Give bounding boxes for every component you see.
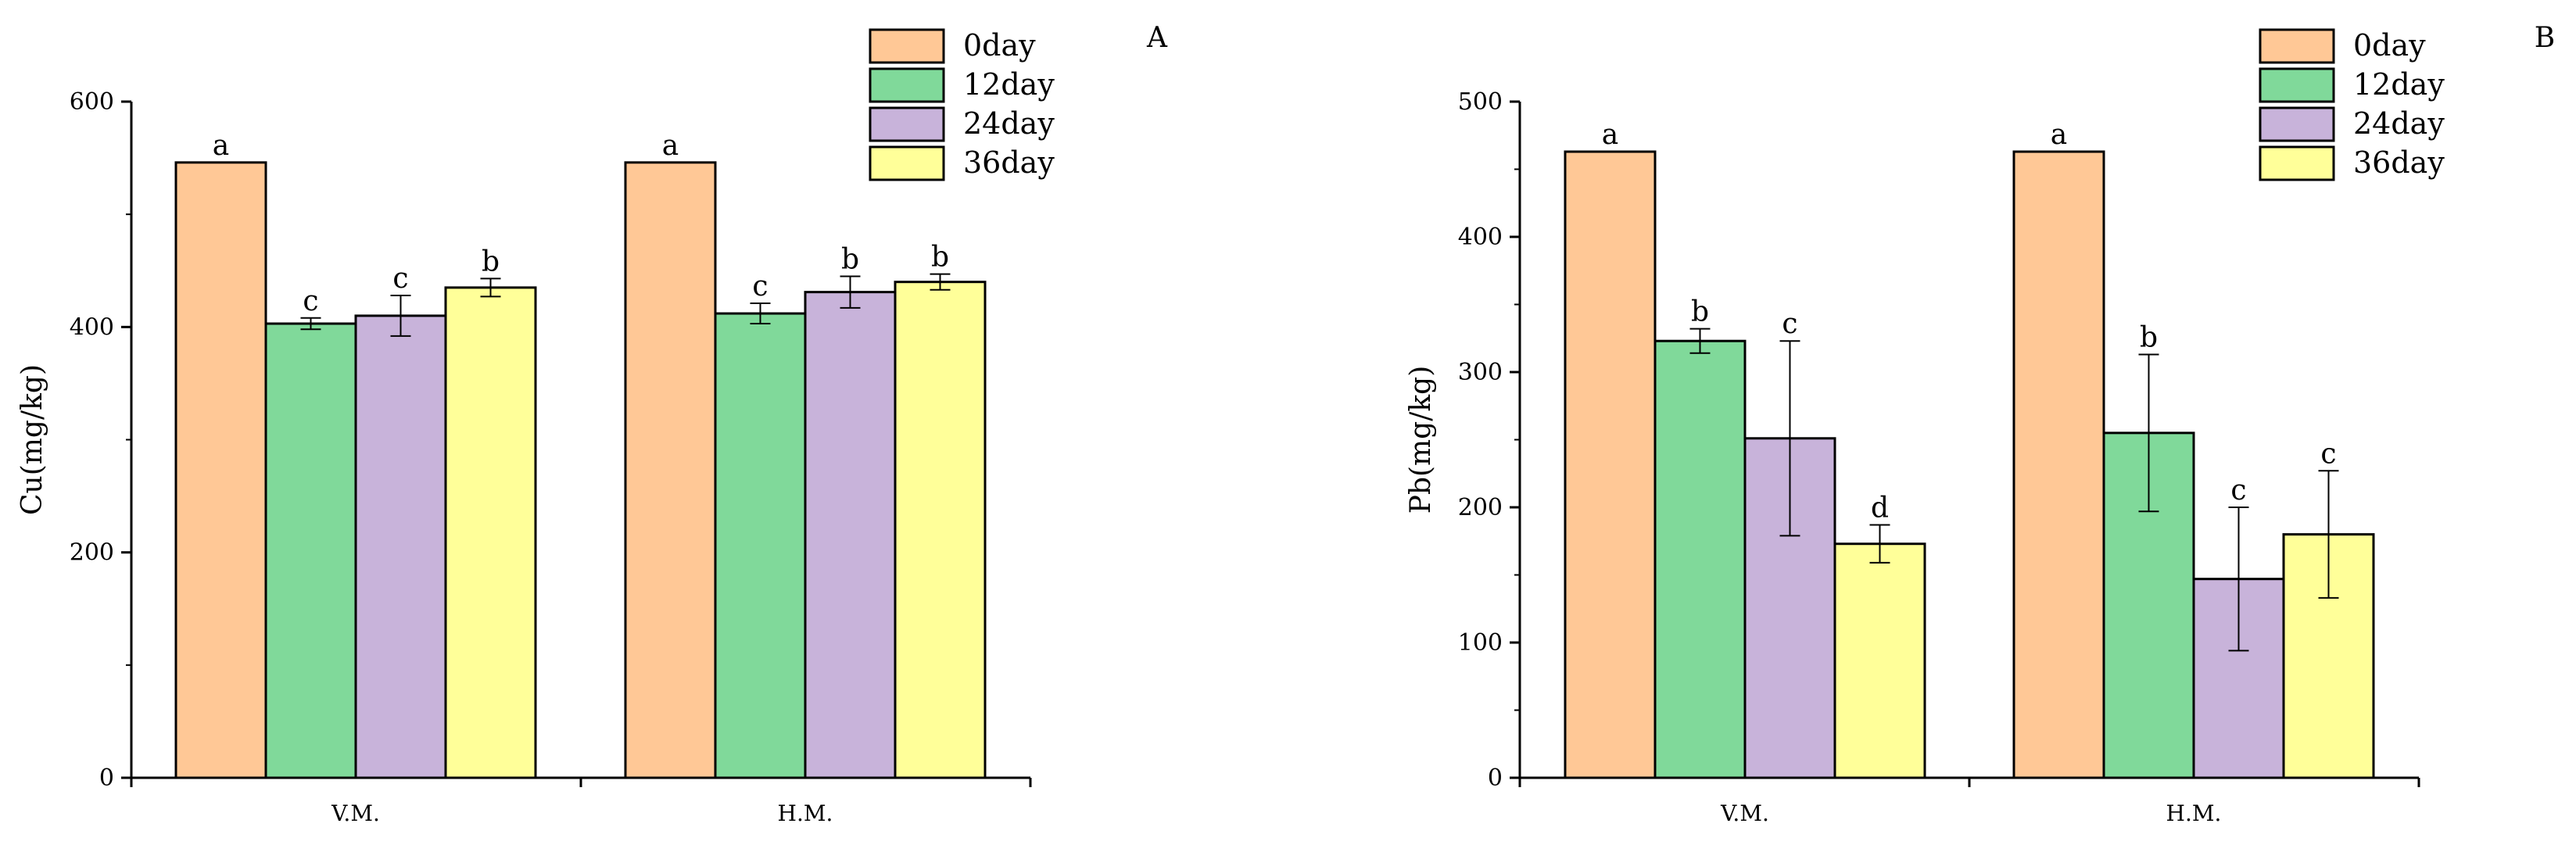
legend-label: 0day	[963, 28, 1036, 63]
legend-swatch-12day	[869, 67, 945, 103]
panel-label: B	[2535, 22, 2555, 54]
bar-24day-V.M.	[354, 314, 447, 779]
significance-letter: a	[2051, 119, 2067, 151]
y-tick-label: 200	[1458, 494, 1503, 521]
bar-0day-H.M.	[2012, 150, 2105, 779]
legend-label: 12day	[963, 67, 1055, 102]
significance-letter: c	[392, 263, 408, 295]
y-axis-title: Pb(mg/kg)	[1405, 366, 1437, 514]
panel-label: A	[1146, 22, 1168, 54]
significance-letter: b	[482, 245, 500, 277]
significance-letter: b	[2140, 322, 2158, 354]
x-category-label: H.M.	[778, 800, 833, 826]
legend-label: 24day	[2353, 106, 2445, 141]
significance-letter: c	[2320, 438, 2336, 470]
legend-label: 36day	[963, 145, 1055, 180]
legend-label: 24day	[963, 106, 1055, 141]
legend-label: 12day	[2353, 67, 2445, 102]
y-tick-label: 0	[99, 764, 114, 792]
bar-12day-V.M.	[264, 322, 357, 779]
y-axis-title: Cu(mg/kg)	[16, 364, 48, 515]
legend-swatch-36day	[869, 145, 945, 181]
significance-letter: a	[662, 130, 679, 162]
significance-letter: c	[303, 285, 318, 317]
significance-letter: d	[1871, 492, 1889, 524]
significance-letter: c	[1782, 308, 1797, 340]
x-category-label: H.M.	[2166, 800, 2222, 826]
bar-36day-H.M.	[894, 281, 987, 779]
bar-0day-H.M.	[624, 161, 717, 779]
bar-12day-V.M.	[1653, 339, 1747, 779]
legend-swatch-24day	[2259, 106, 2335, 142]
bar-24day-H.M.	[804, 291, 897, 779]
chart-panel-B: a a b b c c d c 0 100 200 300 400 500 V.M. H.M. Pb(mg/kg…	[1405, 22, 2555, 826]
y-tick-label: 200	[70, 539, 114, 567]
y-tick-label: 600	[70, 88, 114, 116]
legend-swatch-24day	[869, 106, 945, 142]
x-category-label: V.M.	[331, 800, 380, 826]
bar-0day-V.M.	[1564, 150, 1657, 779]
y-tick-label: 400	[1458, 224, 1503, 251]
y-tick-label: 300	[1458, 359, 1503, 386]
y-tick-label: 500	[1458, 88, 1503, 116]
significance-letter: c	[2230, 474, 2246, 507]
x-category-label: V.M.	[1720, 800, 1769, 826]
bar-36day-V.M.	[1833, 542, 1926, 779]
chart-panel-A: a a c c c b b b 0 200 400 600 V.M. H.M. Cu(mg/kg) 0day 1…	[16, 22, 1168, 826]
significance-letter: a	[213, 130, 229, 162]
y-tick-label: 400	[70, 313, 114, 341]
bar-36day-V.M.	[444, 286, 537, 779]
legend-swatch-12day	[2259, 67, 2335, 103]
legend-label: 0day	[2353, 28, 2426, 63]
legend-swatch-36day	[2259, 145, 2335, 181]
legend-swatch-0day	[869, 28, 945, 64]
significance-letter: a	[1602, 119, 1618, 151]
significance-letter: b	[931, 242, 949, 274]
y-tick-label: 100	[1458, 629, 1503, 657]
bar-0day-V.M.	[174, 161, 267, 779]
legend-swatch-0day	[2259, 28, 2335, 64]
legend-label: 36day	[2353, 145, 2445, 180]
y-tick-label: 0	[1488, 764, 1503, 792]
significance-letter: c	[752, 270, 768, 303]
significance-letter: b	[841, 243, 859, 275]
bar-12day-H.M.	[714, 312, 807, 779]
significance-letter: b	[1691, 296, 1709, 328]
